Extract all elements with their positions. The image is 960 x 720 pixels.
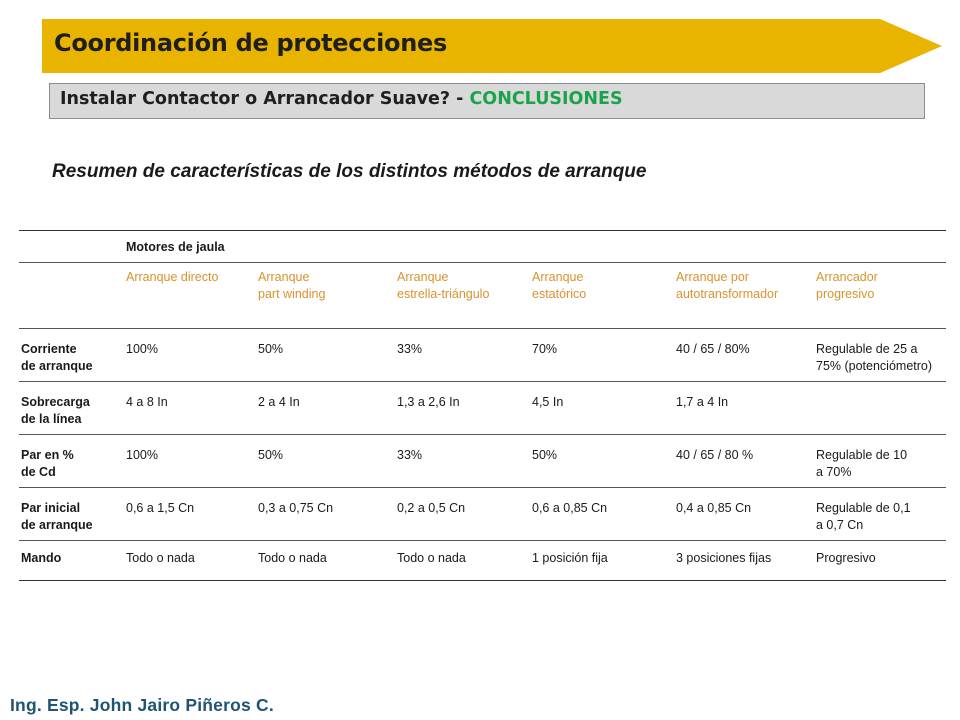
table-cell: Todo o nada — [258, 551, 327, 565]
table-cell: 33% — [397, 448, 423, 462]
table-rule — [19, 328, 946, 329]
column-header: Arranque part winding — [258, 270, 326, 301]
table-cell: 50% — [532, 448, 558, 462]
table-rule — [19, 580, 946, 581]
table-cell: 50% — [258, 448, 284, 462]
table-cell: 40 / 65 / 80 % — [676, 448, 754, 462]
table-rule — [19, 262, 946, 263]
row-label: Corriente de arranque — [21, 342, 93, 373]
table-cell: 0,3 a 0,75 Cn — [258, 501, 334, 515]
column-header: Arranque estrella-triángulo — [397, 270, 490, 301]
table-cell: 4,5 In — [532, 395, 564, 409]
table-cell: 1 posición fija — [532, 551, 608, 565]
table-cell: 33% — [397, 342, 423, 356]
table-cell: 100% — [126, 448, 158, 462]
table-cell: 0,4 a 0,85 Cn — [676, 501, 752, 515]
table-cell: Progresivo — [816, 551, 876, 565]
row-label: Sobrecarga de la línea — [21, 395, 90, 426]
column-header: Arranque directo — [126, 270, 219, 284]
table-cell: Regulable de 10 a 70% — [816, 448, 908, 479]
section-title: Resumen de características de los distin… — [52, 161, 647, 182]
title-banner: Coordinación de protecciones — [42, 19, 942, 73]
table-rule — [19, 230, 946, 231]
table-rule — [19, 381, 946, 382]
table-rule — [19, 540, 946, 541]
table-cell: 100% — [126, 342, 158, 356]
table-cell: 50% — [258, 342, 284, 356]
table-group-label: Motores de jaula — [126, 240, 225, 254]
table-cell: 70% — [532, 342, 558, 356]
table-rule — [19, 487, 946, 488]
table-cell: 40 / 65 / 80% — [676, 342, 750, 356]
table-cell: 0,6 a 0,85 Cn — [532, 501, 608, 515]
table-cell: 1,7 a 4 In — [676, 395, 729, 409]
subtitle-text: Instalar Contactor o Arrancador Suave? - — [60, 89, 470, 109]
table-cell: Todo o nada — [397, 551, 466, 565]
table-cell: Todo o nada — [126, 551, 195, 565]
table-cell: 3 posiciones fijas — [676, 551, 772, 565]
table-cell: Regulable de 0,1 a 0,7 Cn — [816, 501, 911, 532]
table-cell: 4 a 8 In — [126, 395, 168, 409]
page-title: Coordinación de protecciones — [54, 29, 447, 57]
table-cell: 0,2 a 0,5 Cn — [397, 501, 466, 515]
table-rule — [19, 434, 946, 435]
column-header: Arranque por autotransformador — [676, 270, 779, 301]
author-footer: Ing. Esp. John Jairo Piñeros C. — [10, 695, 274, 715]
subtitle-bar: Instalar Contactor o Arrancador Suave? -… — [49, 83, 925, 119]
row-label: Mando — [21, 551, 62, 565]
table-cell: 1,3 a 2,6 In — [397, 395, 460, 409]
table-cell: 0,6 a 1,5 Cn — [126, 501, 195, 515]
column-header: Arrancador progresivo — [816, 270, 878, 301]
subtitle-accent: CONCLUSIONES — [469, 89, 623, 109]
column-header: Arranque estatórico — [532, 270, 587, 301]
row-label: Par inicial de arranque — [21, 501, 93, 532]
banner-arrow-shape — [42, 19, 942, 73]
table-cell: 2 a 4 In — [258, 395, 300, 409]
table-cell: Regulable de 25 a 75% (potenciómetro) — [816, 342, 933, 373]
row-label: Par en % de Cd — [21, 448, 74, 479]
